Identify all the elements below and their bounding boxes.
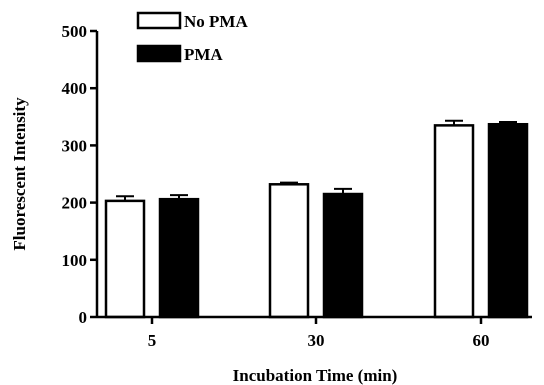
y-axis-label: Fluorescent Intensity <box>10 97 29 251</box>
y-tick-label: 0 <box>79 308 88 327</box>
y-tick-label: 300 <box>62 136 88 155</box>
x-axis-label: Incubation Time (min) <box>233 366 398 385</box>
bar-pma <box>322 192 364 319</box>
legend-swatch-no-pma <box>136 11 182 30</box>
x-tick-label: 30 <box>308 331 325 350</box>
y-tick-label: 100 <box>62 251 88 270</box>
bar-no-pma <box>104 199 146 319</box>
y-ticks: 0 100 200 300 400 500 <box>62 22 97 327</box>
legend-label-no-pma: No PMA <box>184 12 248 31</box>
bar-pma <box>487 122 529 319</box>
bar-pma <box>158 197 200 319</box>
y-tick-label: 200 <box>62 194 88 213</box>
axes-layer <box>95 31 532 319</box>
bar-no-pma <box>433 124 475 319</box>
legend: No PMA PMA <box>136 11 248 64</box>
bar-no-pma <box>268 183 310 319</box>
legend-label-pma: PMA <box>184 45 223 64</box>
y-tick-label: 400 <box>62 79 88 98</box>
x-tick-label: 60 <box>473 331 490 350</box>
bars-layer <box>104 122 529 319</box>
y-tick-label: 500 <box>62 22 88 41</box>
x-tick-label: 5 <box>148 331 157 350</box>
error-bars-layer <box>116 119 517 201</box>
legend-swatch-pma <box>136 44 182 63</box>
x-ticks: 5 30 60 <box>148 317 490 350</box>
